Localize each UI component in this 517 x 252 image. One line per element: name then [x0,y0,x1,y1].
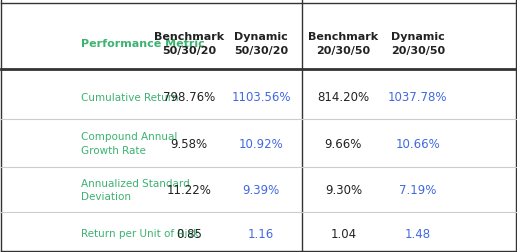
Text: Compound Annual
Growth Rate: Compound Annual Growth Rate [81,132,177,155]
Text: 7.19%: 7.19% [399,183,436,196]
Text: 1103.56%: 1103.56% [231,91,291,104]
Text: 10.92%: 10.92% [239,137,283,150]
Text: Benchmark
20/30/50: Benchmark 20/30/50 [308,32,378,55]
Text: 11.22%: 11.22% [166,183,211,196]
Text: Dynamic
50/30/20: Dynamic 50/30/20 [234,32,288,55]
Text: 1.04: 1.04 [330,227,356,240]
Text: 9.58%: 9.58% [171,137,208,150]
Text: 1.16: 1.16 [248,227,274,240]
Text: 10.66%: 10.66% [396,137,440,150]
Text: 0.85: 0.85 [176,227,202,240]
Text: 9.39%: 9.39% [242,183,280,196]
Text: 9.66%: 9.66% [325,137,362,150]
Text: Dynamic
20/30/50: Dynamic 20/30/50 [391,32,445,55]
Text: Annualized Standard
Deviation: Annualized Standard Deviation [81,178,190,201]
Text: 1.48: 1.48 [405,227,431,240]
Text: Benchmark
50/30/20: Benchmark 50/30/20 [154,32,224,55]
Text: 814.20%: 814.20% [317,91,370,104]
Text: 798.76%: 798.76% [163,91,215,104]
Text: 9.30%: 9.30% [325,183,362,196]
Text: Cumulative Return: Cumulative Return [81,92,179,102]
Text: Performance Metric: Performance Metric [81,39,205,49]
Text: 1037.78%: 1037.78% [388,91,448,104]
Text: Return per Unit of Risk: Return per Unit of Risk [81,228,199,238]
